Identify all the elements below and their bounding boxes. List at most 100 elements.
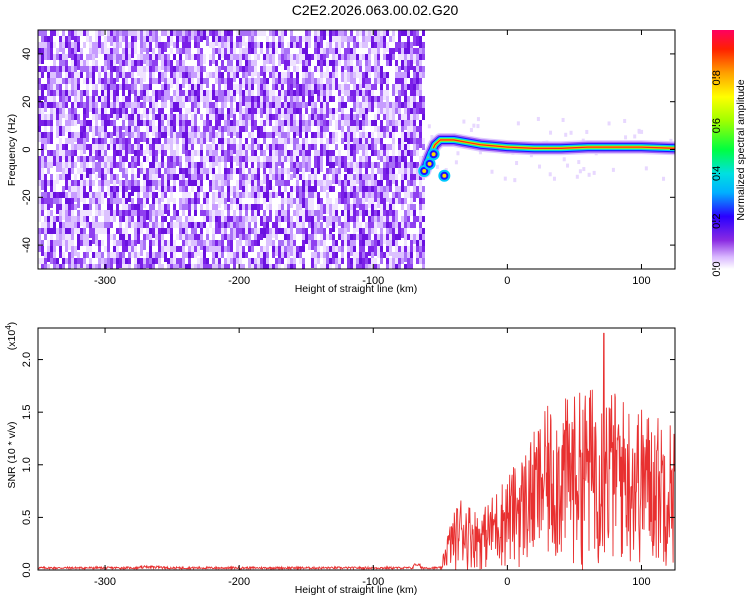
noise-cell: [194, 174, 197, 184]
noise-cell: [242, 72, 245, 78]
noise-cell: [413, 120, 416, 126]
noise-cell: [371, 180, 374, 186]
noise-cell: [401, 102, 404, 108]
noise-cell: [392, 30, 395, 36]
noise-cell: [320, 162, 323, 172]
noise-cell: [344, 192, 347, 198]
noise-cell: [221, 60, 224, 70]
noise-cell: [65, 102, 68, 108]
noise-cell: [179, 30, 182, 36]
noise-cell: [323, 216, 326, 222]
noise-cell: [113, 96, 116, 102]
noise-cell: [290, 30, 293, 36]
noise-cell: [152, 240, 155, 246]
noise-cell: [230, 228, 233, 234]
noise-cell: [74, 258, 77, 264]
noise-cell: [308, 162, 311, 172]
noise-cell: [158, 228, 161, 234]
noise-cell: [74, 48, 77, 54]
noise-cell: [164, 66, 167, 72]
noise-cell: [116, 132, 119, 138]
noise-cell: [152, 258, 155, 268]
noise-cell: [377, 60, 380, 66]
noise-cell: [137, 96, 140, 102]
noise-cell: [299, 174, 302, 180]
noise-cell: [302, 54, 305, 60]
noise-cell: [326, 30, 329, 36]
noise-cell: [101, 198, 104, 204]
noise-cell: [365, 114, 368, 120]
noise-cell: [212, 216, 215, 222]
noise-cell: [365, 240, 368, 246]
noise-cell: [143, 84, 146, 90]
noise-cell: [407, 66, 410, 72]
noise-cell: [164, 228, 167, 234]
noise-cell: [89, 186, 92, 192]
noise-cell: [338, 162, 341, 172]
noise-cell: [146, 30, 149, 40]
noise-cell: [152, 54, 155, 60]
noise-cell: [353, 210, 356, 216]
noise-cell: [152, 108, 155, 118]
noise-cell: [212, 246, 215, 252]
noise-cell: [104, 222, 107, 228]
noise-cell: [410, 90, 413, 96]
noise-cell: [164, 96, 167, 106]
snr-scale-label: (x104): [4, 322, 18, 350]
noise-cell: [134, 228, 137, 234]
noise-cell: [347, 162, 350, 168]
noise-cell: [305, 90, 308, 96]
noise-cell: [89, 72, 92, 78]
noise-cell: [119, 240, 122, 246]
noise-cell: [383, 144, 386, 150]
noise-cell: [95, 114, 98, 124]
noise-cell: [305, 72, 308, 78]
noise-cell: [71, 138, 74, 144]
noise-cell: [209, 90, 212, 96]
noise-cell: [77, 216, 80, 226]
noise-cell: [149, 168, 152, 178]
noise-cell: [251, 48, 254, 54]
noise-cell: [344, 72, 347, 82]
noise-cell: [263, 186, 266, 196]
noise-cell: [404, 108, 407, 114]
noise-cell: [206, 30, 209, 36]
noise-cell: [221, 192, 224, 198]
noise-cell: [107, 36, 110, 42]
noise-cell: [77, 198, 80, 208]
noise-cell: [41, 264, 44, 269]
noise-cell: [236, 198, 239, 204]
noise-cell: [122, 204, 125, 210]
noise-cell: [44, 204, 47, 210]
noise-cell: [272, 102, 275, 108]
noise-cell: [422, 30, 425, 36]
noise-cell: [182, 168, 185, 174]
noise-cell: [146, 180, 149, 186]
noise-cell: [197, 84, 200, 90]
noise-cell: [314, 156, 317, 162]
noise-cell: [368, 102, 371, 112]
noise-cell: [287, 126, 290, 136]
noise-cell: [161, 132, 164, 138]
noise-cell: [107, 222, 110, 228]
noise-cell: [71, 90, 74, 96]
noise-cell: [266, 36, 269, 42]
noise-cell: [353, 228, 356, 238]
noise-cell: [263, 78, 266, 84]
noise-cell: [329, 204, 332, 210]
noise-cell: [305, 60, 308, 66]
noise-cell: [167, 168, 170, 174]
noise-cell: [422, 228, 425, 234]
noise-cell: [380, 210, 383, 216]
noise-cell: [293, 96, 296, 106]
noise-cell: [392, 144, 395, 150]
noise-cell: [359, 78, 362, 88]
noise-cell: [188, 72, 191, 78]
noise-cell: [137, 150, 140, 160]
noise-cell: [251, 186, 254, 192]
noise-cell: [119, 126, 122, 132]
noise-cell: [305, 126, 308, 132]
noise-cell: [248, 192, 251, 198]
noise-cell: [338, 30, 341, 36]
noise-cell: [338, 54, 341, 64]
